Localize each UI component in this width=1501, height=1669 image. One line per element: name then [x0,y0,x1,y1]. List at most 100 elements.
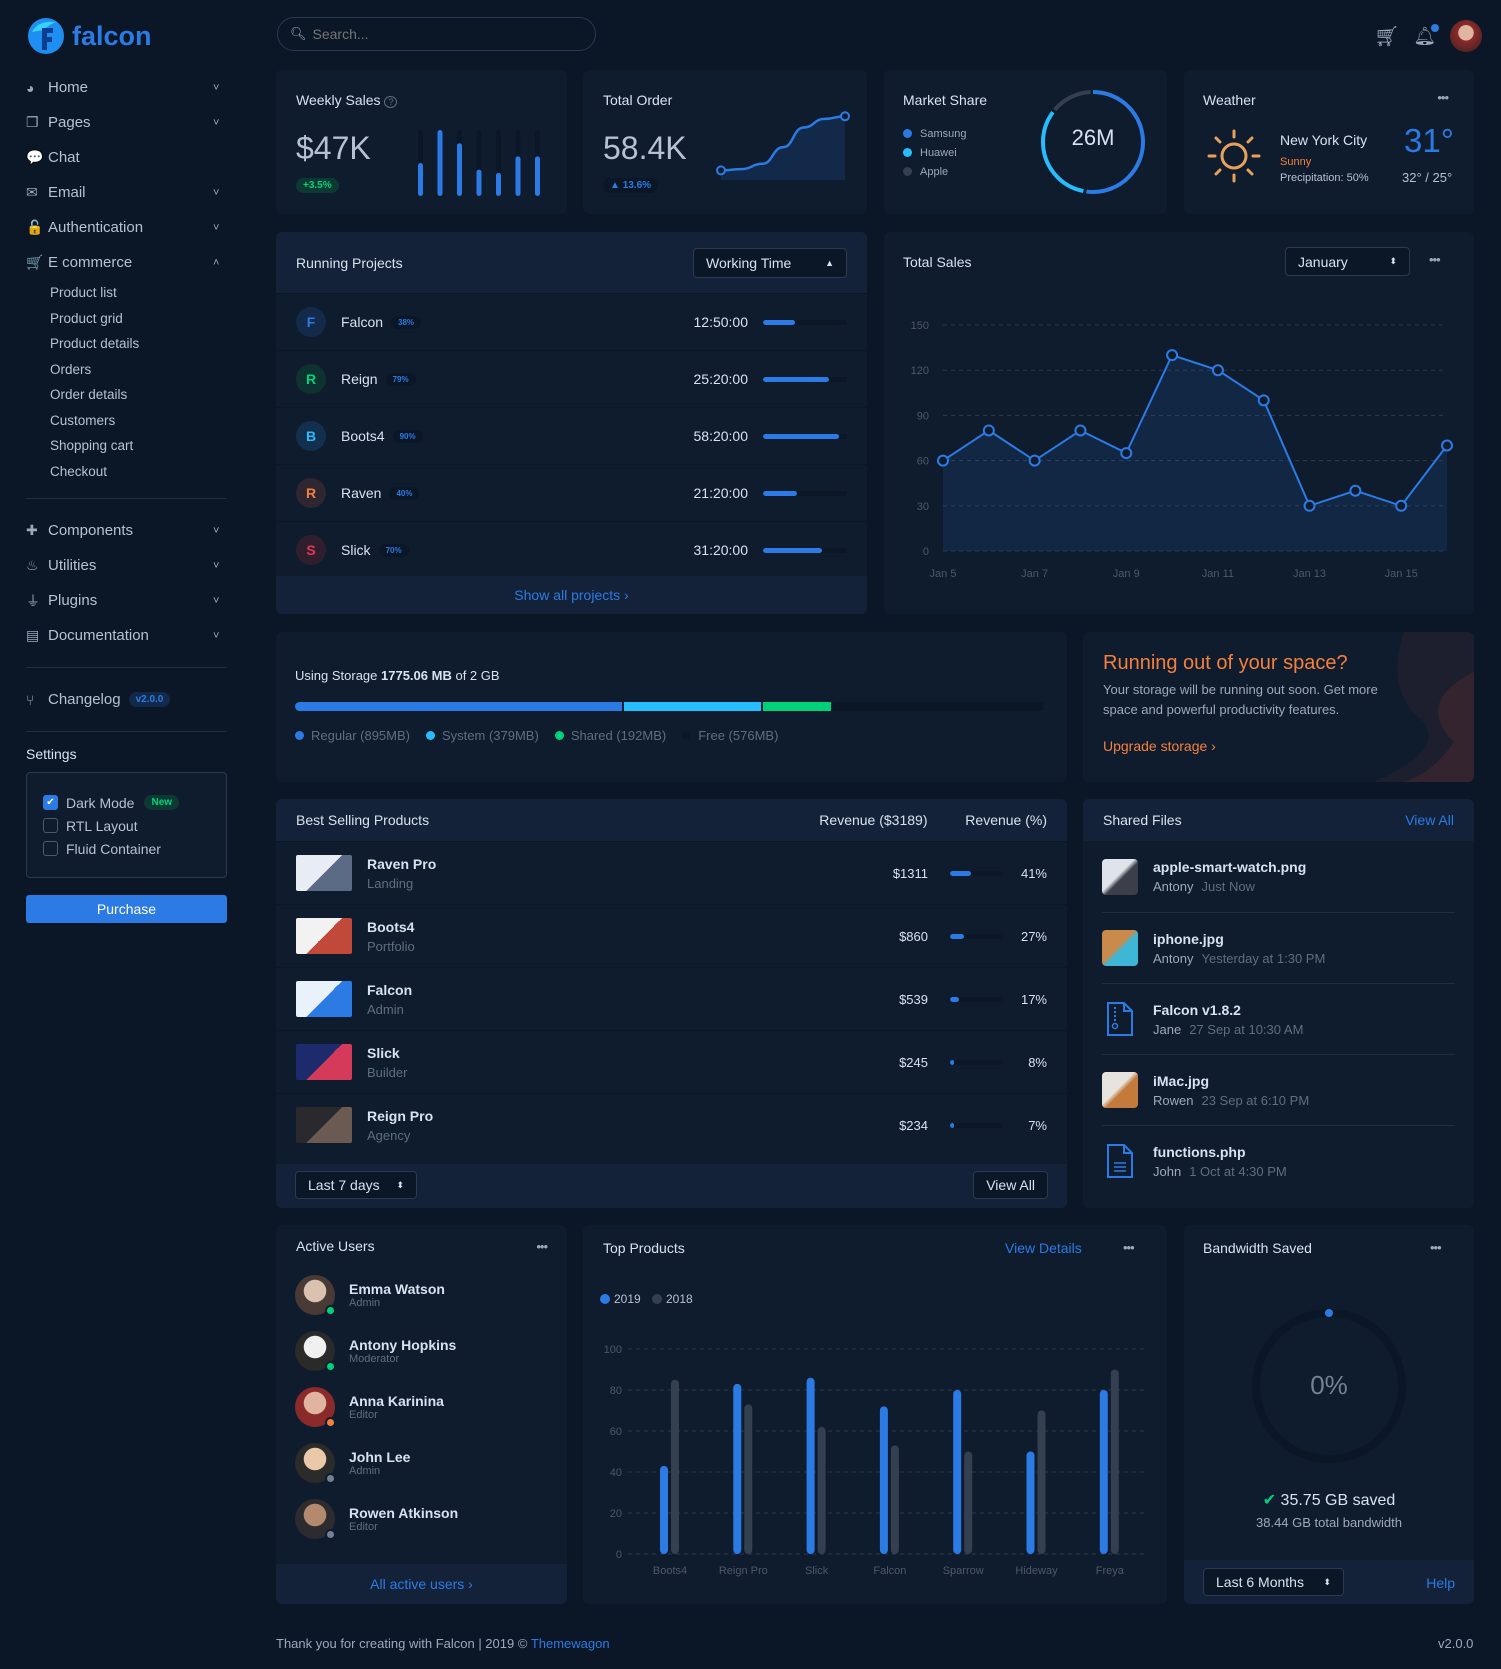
view-details-link[interactable]: View Details [1005,1240,1082,1256]
select-value: Last 6 Months [1216,1574,1304,1590]
product-thumbnail [296,1044,352,1080]
x-tick-label: Falcon [873,1565,906,1577]
top-products-card: Top Products View Details ••• 2019 2018 0 2… [583,1225,1167,1604]
user-avatar[interactable] [1450,20,1483,52]
user-row[interactable]: Rowen Atkinson Editor [276,1491,567,1547]
y-tick-label: 60 [610,1426,622,1438]
user-avatar [295,1443,336,1484]
checkbox[interactable]: ✔ [43,795,58,810]
working-time-select[interactable]: Working Time ▲ [693,247,847,278]
brand-logo[interactable]: falcon [26,14,227,58]
user-row[interactable]: Emma Watson Admin [276,1267,567,1323]
themewagon-link[interactable]: Themewagon [530,1636,610,1651]
y-tick-label: 30 [917,501,929,513]
sidebar-subitem[interactable]: Product list [50,285,117,300]
more-options-icon[interactable]: ••• [1429,252,1441,267]
project-row[interactable]: R Reign 79% 25:20:00 [276,350,867,407]
best-selling-title: Best Selling Products [296,812,430,828]
user-avatar [295,1387,336,1428]
upgrade-storage-link[interactable]: Upgrade storage › [1103,738,1216,754]
gauge-indicator [1325,1309,1333,1317]
sidebar-subitem[interactable]: Customers [50,412,116,428]
more-options-icon[interactable]: ••• [1123,1240,1135,1255]
more-options-icon[interactable]: ••• [1437,90,1449,105]
status-indicator [325,1305,336,1316]
file-row[interactable]: Falcon v1.8.2 Jane 27 Sep at 10:30 AM [1102,983,1455,1054]
search-input[interactable] [312,26,573,42]
sidebar-item-authentication[interactable]: 🔓 Authentication ˅ [26,210,227,245]
show-all-projects-link[interactable]: Show all projects › [276,576,867,614]
sidebar-subitem[interactable]: Shopping cart [50,438,134,453]
project-percent-badge: 79% [385,372,416,386]
sidebar-item-components[interactable]: ✚ Components ˅ [26,513,227,548]
file-row[interactable]: functions.php John 1 Oct at 4:30 PM [1102,1125,1455,1196]
total-sales-card: Total Sales January ⬍ ••• 0 30 60 90 120 150 Ja… [884,232,1474,614]
checkbox[interactable] [43,818,58,833]
bar-2018-sparrow [964,1451,973,1554]
product-row[interactable]: Raven Pro Landing $1311 41% [276,841,1067,904]
setting-rtl-layout[interactable]: RTL Layout [43,814,210,837]
settings-title: Settings [26,746,77,762]
search-box[interactable]: 🔍︎ [277,17,596,51]
project-row[interactable]: S Slick 70% 31:20:00 [276,521,867,578]
sidebar-item-changelog[interactable]: ⑂ Changelog v2.0.0 [26,682,227,717]
sidebar-item-label: Plugins [48,592,98,609]
sidebar-item-email[interactable]: ✉ Email ˅ [26,175,227,210]
bell-icon[interactable]: 🔔︎ [1413,23,1440,47]
sidebar-subitem[interactable]: Checkout [50,463,108,479]
weekly-sales-bar [496,172,501,196]
sidebar-subitem[interactable]: Order details [50,387,128,402]
sidebar-item-home[interactable]: ◕ Home ˅ [26,70,227,105]
file-user: Jane [1153,1021,1182,1037]
footer-text: Thank you for creating with Falcon | 201… [276,1636,610,1651]
more-options-icon[interactable]: ••• [1430,1240,1442,1255]
user-row[interactable]: John Lee Admin [276,1435,567,1491]
storage-used: 1775.06 MB [381,668,452,683]
setting-dark-mode[interactable]: ✔ Dark Mode New [43,791,210,814]
product-row[interactable]: Slick Builder $245 8% [276,1030,1067,1093]
help-link[interactable]: Help [1426,1575,1455,1591]
view-all-link[interactable]: View All [1405,812,1454,828]
sidebar-item-chat[interactable]: 💬 Chat [26,140,227,175]
setting-fluid-container[interactable]: Fluid Container [43,837,210,860]
more-options-icon[interactable]: ••• [536,1238,548,1254]
sidebar-item-documentation[interactable]: ▤ Documentation ˅ [26,618,227,653]
sidebar-subitem[interactable]: Product grid [50,310,123,326]
user-row[interactable]: Antony Hopkins Moderator [276,1323,567,1379]
total-sales-title: Total Sales [903,254,972,270]
project-percent-badge: 90% [392,429,423,443]
all-active-users-link[interactable]: All active users › [276,1564,567,1604]
date-range-select[interactable]: Last 7 days ⬍ [295,1171,417,1199]
bandwidth-percent: 0% [1310,1370,1348,1400]
bandwidth-range-select[interactable]: Last 6 Months ⬍ [1203,1568,1344,1596]
sidebar-subitem[interactable]: Orders [50,361,92,377]
legend-label: Free (576MB) [698,728,779,743]
file-row[interactable]: apple-smart-watch.png Antony Just Now [1102,841,1455,912]
project-avatar: R [296,478,326,508]
product-revenue: $860 [899,928,928,944]
sidebar-item-plugins[interactable]: ⏚ Plugins ˅ [26,583,227,618]
product-row[interactable]: Falcon Admin $539 17% [276,967,1067,1030]
user-row[interactable]: Anna Karinina Editor [276,1379,567,1435]
project-row[interactable]: B Boots4 90% 58:20:00 [276,407,867,464]
cart-icon[interactable]: 🛒︎ [1374,25,1400,48]
sidebar-item-utilities[interactable]: ♨ Utilities ˅ [26,548,227,583]
y-tick-label: 150 [911,320,929,332]
weekly-sales-bar [418,163,423,196]
sidebar-subitem[interactable]: Product details [50,336,140,351]
sidebar-item-e-commerce[interactable]: 🛒 E commerce ˄ [26,245,227,280]
help-icon[interactable]: ? [384,96,398,108]
file-row[interactable]: iMac.jpg Rowen 23 Sep at 6:10 PM [1102,1054,1455,1125]
view-all-button[interactable]: View All [973,1171,1048,1199]
project-row[interactable]: R Raven 40% 21:20:00 [276,464,867,521]
file-row[interactable]: iphone.jpg Antony Yesterday at 1:30 PM [1102,912,1455,983]
file-meta: Rowen 23 Sep at 6:10 PM [1153,1093,1309,1108]
purchase-button[interactable]: Purchase [26,895,227,923]
status-indicator [325,1361,336,1372]
sidebar-item-pages[interactable]: ❐ Pages ˅ [26,105,227,140]
checkbox[interactable] [43,841,58,856]
product-row[interactable]: Reign Pro Agency $234 7% [276,1093,1067,1156]
product-row[interactable]: Boots4 Portfolio $860 27% [276,904,1067,967]
project-row[interactable]: F Falcon 38% 12:50:00 [276,293,867,350]
month-select[interactable]: January ⬍ [1285,247,1410,276]
